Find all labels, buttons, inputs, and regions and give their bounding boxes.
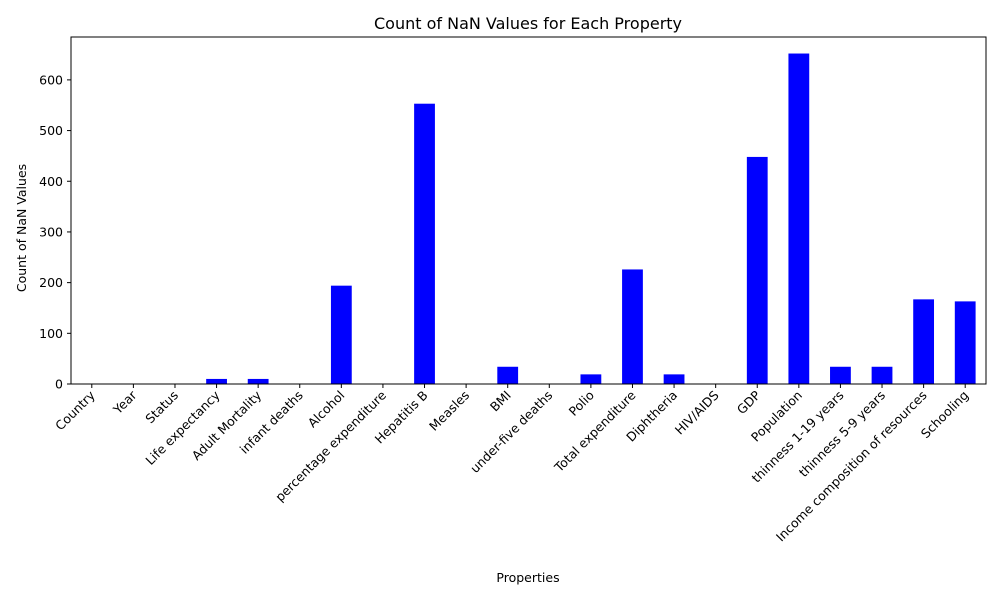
- y-tick-label-4: 400: [39, 174, 63, 189]
- bar-10: [497, 366, 519, 384]
- y-tick-label-2: 200: [39, 275, 63, 290]
- chart-title: Count of NaN Values for Each Property: [374, 14, 682, 33]
- bar-17: [788, 53, 810, 385]
- y-tick-label-6: 600: [39, 72, 63, 87]
- bar-6: [330, 285, 352, 384]
- plot-frame: [70, 36, 987, 385]
- bar-13: [622, 269, 643, 384]
- bar-16: [746, 156, 768, 384]
- bar-14: [663, 374, 685, 384]
- bar-21: [954, 301, 976, 384]
- x-tick-label-16: GDP: [734, 387, 764, 417]
- bar-18: [830, 366, 851, 384]
- x-tick-label-0: Country: [52, 387, 98, 433]
- bar-3: [206, 378, 227, 384]
- x-tick-label-10: BMI: [487, 388, 514, 415]
- y-tick-label-1: 100: [39, 326, 63, 341]
- y-tick-label-0: 0: [55, 377, 63, 392]
- bar-20: [913, 299, 935, 384]
- x-tick-label-11: under-five deaths: [467, 388, 555, 476]
- bar-4: [247, 378, 269, 384]
- y-axis-ticks: 0 100 200 300 400 500 600: [39, 72, 71, 392]
- x-tick-label-2: Status: [142, 388, 181, 427]
- y-tick-label-3: 300: [39, 224, 63, 239]
- x-tick-label-3: Life expectancy: [142, 387, 223, 468]
- x-tick-label-1: Year: [109, 387, 140, 418]
- bar-19: [871, 366, 893, 384]
- x-tick-label-9: Measles: [426, 388, 472, 434]
- bar-12: [580, 374, 602, 384]
- x-axis-label: Properties: [496, 570, 559, 585]
- y-tick-label-5: 500: [39, 123, 63, 138]
- x-tick-label-12: Polio: [566, 388, 597, 419]
- x-tick-label-20: Income composition of resources: [773, 388, 930, 545]
- x-tick-label-15: HIV/AIDS: [672, 387, 722, 437]
- bar-8: [414, 103, 435, 384]
- bars-group: [206, 53, 976, 385]
- y-axis-label: Count of NaN Values: [14, 164, 29, 292]
